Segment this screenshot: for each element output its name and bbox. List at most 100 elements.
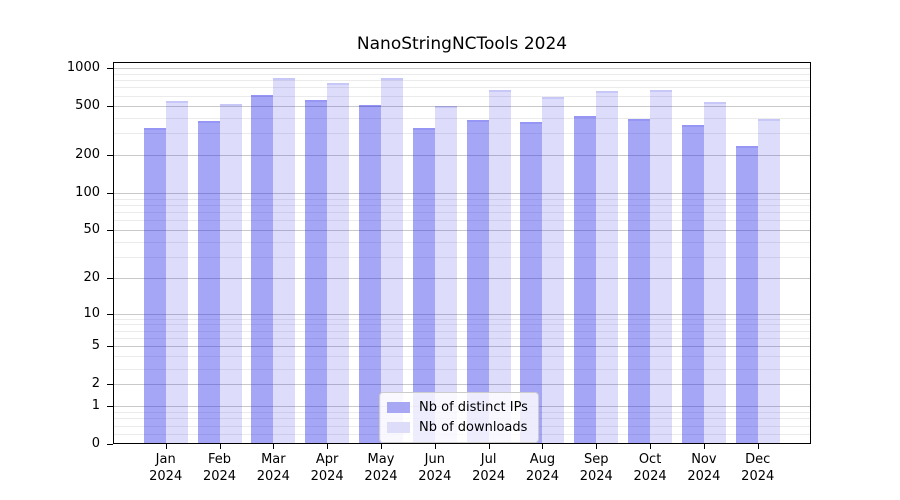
gridline-major bbox=[114, 346, 810, 348]
gridline-minor bbox=[114, 95, 810, 97]
y-tick-label: 2 bbox=[91, 376, 100, 392]
y-tick-mark bbox=[107, 278, 113, 280]
x-tick-year: 2024 bbox=[472, 469, 506, 484]
gridline-minor bbox=[114, 368, 810, 370]
gridline-major bbox=[114, 68, 810, 70]
x-tick-year: 2024 bbox=[364, 469, 398, 484]
x-tick-label-mar: Mar 2024 bbox=[243, 451, 303, 485]
y-tick-mark bbox=[107, 105, 113, 107]
bar-nb-of-downloads-may bbox=[380, 78, 403, 443]
y-tick-mark bbox=[107, 155, 113, 157]
x-tick-label-apr: Apr 2024 bbox=[297, 451, 357, 485]
legend-swatch-downloads bbox=[387, 421, 410, 433]
gridline-minor bbox=[114, 80, 810, 82]
legend: Nb of distinct IPs Nb of downloads bbox=[379, 392, 539, 443]
bar-nb-of-downloads-nov bbox=[703, 101, 726, 443]
gridline-minor bbox=[114, 241, 810, 243]
x-tick-year: 2024 bbox=[256, 469, 290, 484]
gridline-minor bbox=[114, 212, 810, 214]
gridline-minor bbox=[114, 117, 810, 119]
x-tick-label-jun: Jun 2024 bbox=[405, 451, 465, 485]
y-tick-mark bbox=[107, 68, 113, 70]
y-tick-mark bbox=[107, 384, 113, 386]
x-tick-month: Mar bbox=[261, 452, 286, 467]
gridline-minor bbox=[114, 133, 810, 135]
bar-nb-of-downloads-dec bbox=[757, 119, 780, 443]
x-tick-month: Feb bbox=[208, 452, 232, 467]
bar-nb-of-distinct-ips-apr bbox=[305, 100, 328, 443]
x-tick-label-sep: Sep 2024 bbox=[566, 451, 626, 485]
x-tick-mark bbox=[273, 444, 275, 449]
gridline-major bbox=[114, 313, 810, 315]
legend-label-downloads: Nb of downloads bbox=[419, 419, 528, 435]
gridline-minor bbox=[114, 87, 810, 89]
bar-nb-of-downloads-mar bbox=[273, 77, 296, 443]
x-tick-month: Jul bbox=[480, 452, 497, 467]
gridline-minor bbox=[114, 73, 810, 75]
bar-nb-of-distinct-ips-dec bbox=[735, 145, 758, 443]
bar-nb-of-distinct-ips-jun bbox=[412, 128, 435, 443]
x-tick-month: Jan bbox=[155, 452, 176, 467]
x-tick-month: Oct bbox=[638, 452, 662, 467]
x-tick-label-aug: Aug 2024 bbox=[512, 451, 572, 485]
y-tick-label: 200 bbox=[75, 147, 100, 163]
bar-nb-of-distinct-ips-sep bbox=[574, 115, 597, 443]
gridline-major bbox=[114, 155, 810, 157]
gridline-major bbox=[114, 105, 810, 107]
gridline-minor bbox=[114, 257, 810, 259]
x-tick-mark bbox=[703, 444, 705, 449]
y-tick-mark bbox=[107, 444, 113, 445]
x-tick-mark bbox=[380, 444, 382, 449]
bar-nb-of-downloads-apr bbox=[327, 82, 350, 443]
y-tick-mark bbox=[107, 192, 113, 194]
x-tick-label-may: May 2024 bbox=[351, 451, 411, 485]
x-tick-mark bbox=[757, 444, 759, 449]
x-tick-year: 2024 bbox=[202, 469, 237, 484]
y-tick-label: 100 bbox=[75, 184, 100, 200]
bar-nb-of-downloads-sep bbox=[596, 91, 619, 443]
x-tick-year: 2024 bbox=[418, 469, 452, 484]
bar-nb-of-distinct-ips-jan bbox=[143, 127, 166, 443]
bar-nb-of-downloads-jan bbox=[165, 100, 188, 443]
x-tick-month: May bbox=[367, 452, 395, 467]
bar-nb-of-downloads-jun bbox=[434, 106, 457, 443]
x-tick-month: Aug bbox=[529, 452, 556, 467]
gridline-minor bbox=[114, 220, 810, 222]
x-tick-mark bbox=[650, 444, 652, 449]
y-tick-label: 0 bbox=[91, 436, 100, 451]
x-tick-mark bbox=[596, 444, 598, 449]
y-tick-mark bbox=[107, 313, 113, 315]
x-tick-label-oct: Oct 2024 bbox=[620, 451, 680, 485]
y-tick-label: 50 bbox=[83, 222, 100, 238]
plot-area bbox=[113, 62, 811, 444]
x-tick-label-dec: Dec 2024 bbox=[728, 451, 788, 485]
legend-item-downloads: Nb of downloads bbox=[387, 417, 530, 437]
bar-nb-of-distinct-ips-feb bbox=[197, 121, 220, 443]
x-tick-year: 2024 bbox=[310, 469, 344, 484]
bar-nb-of-distinct-ips-nov bbox=[681, 124, 704, 443]
x-tick-month: Jun bbox=[424, 452, 445, 467]
gridline-minor bbox=[114, 330, 810, 332]
y-tick-mark bbox=[107, 346, 113, 348]
gridline-minor bbox=[114, 356, 810, 358]
legend-swatch-distinct-ips bbox=[387, 401, 410, 413]
y-tick-label: 500 bbox=[75, 97, 100, 113]
x-tick-label-jan: Jan 2024 bbox=[136, 451, 196, 485]
legend-item-distinct-ips: Nb of distinct IPs bbox=[387, 397, 530, 417]
x-tick-year: 2024 bbox=[579, 469, 613, 484]
x-tick-label-jul: Jul 2024 bbox=[459, 451, 519, 485]
gridline-minor bbox=[114, 198, 810, 200]
x-tick-mark bbox=[542, 444, 544, 449]
x-tick-mark bbox=[488, 444, 490, 449]
gridline-minor bbox=[114, 318, 810, 320]
bar-nb-of-distinct-ips-oct bbox=[628, 119, 651, 443]
gridline-major bbox=[114, 192, 810, 194]
x-tick-year: 2024 bbox=[687, 469, 721, 484]
y-tick-label: 20 bbox=[83, 270, 100, 286]
x-tick-year: 2024 bbox=[741, 469, 775, 484]
y-tick-label: 1000 bbox=[66, 60, 100, 76]
gridline-minor bbox=[114, 324, 810, 326]
gridline-major bbox=[114, 278, 810, 280]
x-tick-month: Nov bbox=[691, 452, 717, 467]
